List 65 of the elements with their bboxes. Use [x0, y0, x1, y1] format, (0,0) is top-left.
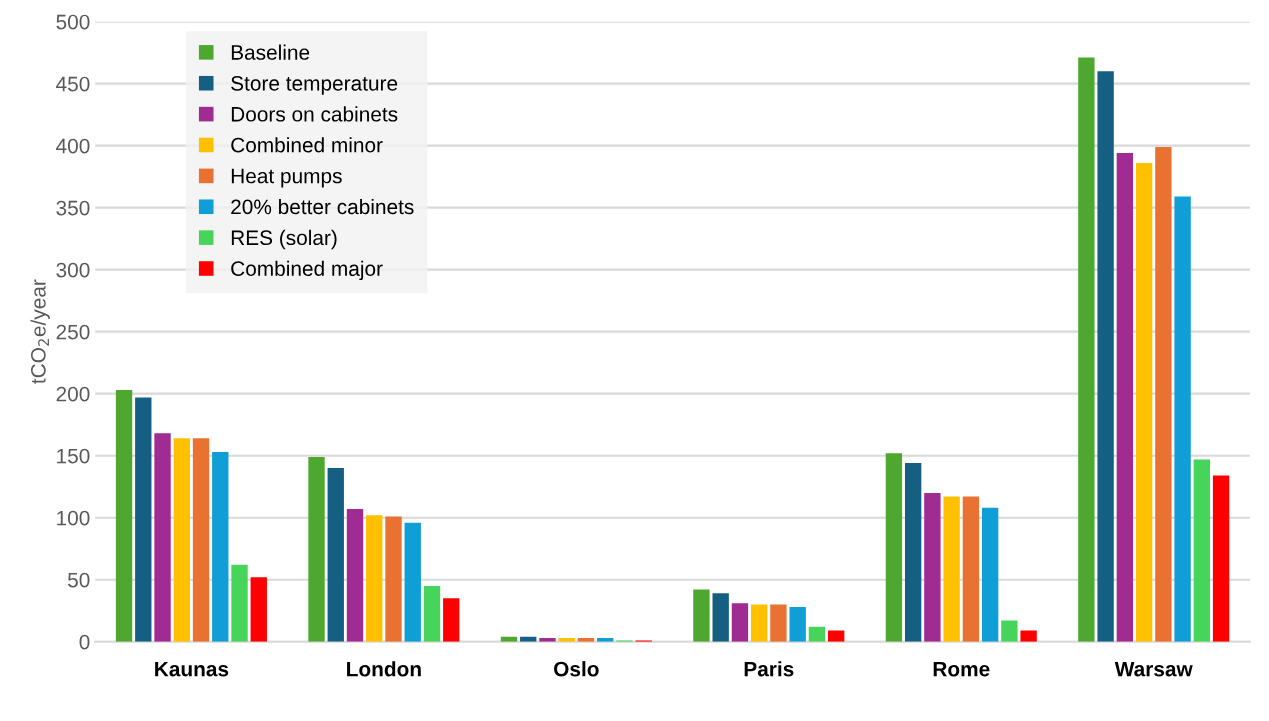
x-tick-label: Oslo [554, 661, 599, 677]
x-tick-label: Paris [744, 661, 794, 677]
legend-label: Doors on cabinets [231, 106, 398, 122]
bar [366, 515, 383, 642]
bar [751, 604, 768, 642]
y-tick-label: 150 [57, 448, 90, 464]
bar [327, 468, 344, 642]
bar [1174, 196, 1191, 642]
y-tick-label: 50 [67, 572, 90, 588]
x-tick-label: Rome [933, 661, 990, 677]
y-tick-label: 200 [56, 386, 90, 402]
bar [212, 451, 229, 642]
bar [346, 509, 364, 642]
legend-label: Store temperature [231, 75, 398, 95]
bar [385, 516, 402, 642]
bar [1078, 57, 1095, 642]
legend-label: Combined minor [231, 137, 383, 153]
y-tick-label: 350 [56, 200, 90, 216]
bar [192, 438, 210, 642]
bar [443, 598, 460, 642]
bar [1212, 475, 1230, 642]
x-tick-label: Warsaw [1114, 661, 1193, 677]
x-tick-label: Kaunas [155, 661, 229, 677]
bar [308, 456, 325, 642]
bar [115, 389, 133, 642]
y-tick-label: 400 [56, 138, 90, 154]
y-tick-label: 250 [56, 324, 90, 340]
bar [808, 626, 826, 642]
bar [962, 496, 980, 642]
y-tick-label: 100 [57, 510, 90, 526]
y-tick-label: 450 [56, 76, 90, 92]
bar [173, 438, 190, 642]
bar [154, 433, 171, 642]
bar [693, 589, 710, 642]
bar [1020, 630, 1037, 642]
y-tick-label: 300 [56, 262, 90, 278]
bar [712, 593, 729, 642]
bar [135, 397, 152, 642]
bar [250, 577, 267, 642]
bar [1193, 459, 1211, 642]
legend-label: Combined major [231, 260, 383, 281]
legend-label: RES (solar) [231, 229, 337, 250]
bar [1116, 153, 1134, 642]
legend-label: 20% better cabinets [231, 198, 414, 215]
bar [770, 604, 787, 642]
y-axis-title: tCO$_{2}$e/year [30, 279, 50, 384]
bar [1135, 163, 1153, 642]
bar [924, 492, 941, 642]
bar [1001, 620, 1018, 642]
bar [404, 522, 421, 642]
x-tick-label: London [347, 661, 421, 677]
y-tick-label: 500 [56, 14, 90, 30]
bar [1155, 146, 1172, 642]
bar [904, 463, 922, 642]
y-tick-label: 0 [79, 634, 90, 650]
bar [789, 606, 806, 642]
bar [731, 603, 749, 642]
legend-label: Heat pumps [231, 168, 342, 188]
bar [943, 496, 960, 642]
bar [981, 507, 999, 642]
bar [1097, 71, 1114, 642]
bar [423, 585, 441, 642]
bar [231, 564, 248, 642]
bar [885, 453, 903, 642]
legend-label: Baseline [231, 44, 310, 60]
